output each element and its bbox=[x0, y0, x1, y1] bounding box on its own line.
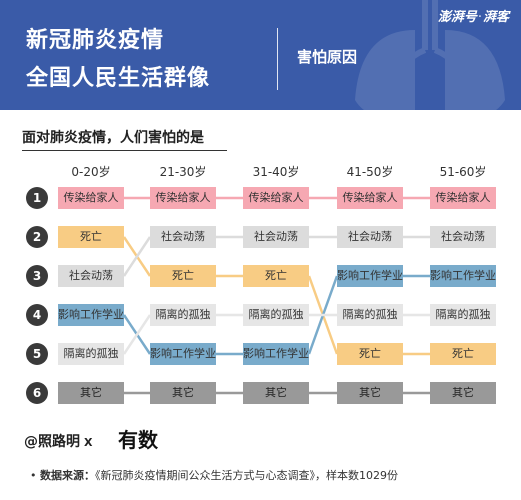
page-title: 新冠肺炎疫情 bbox=[26, 28, 165, 53]
cell-work: 影响工作学业 bbox=[150, 343, 216, 365]
footer-bullet: • bbox=[30, 469, 40, 482]
cell-work: 影响工作学业 bbox=[337, 265, 403, 287]
cell-other: 其它 bbox=[243, 382, 309, 404]
cell-transmit: 传染给家人 bbox=[58, 187, 124, 209]
partner-logo: 有数 bbox=[118, 428, 158, 452]
cell-lonely: 隔离的孤独 bbox=[243, 304, 309, 326]
cell-death: 死亡 bbox=[430, 343, 496, 365]
cell-other: 其它 bbox=[337, 382, 403, 404]
column-header: 41-50岁 bbox=[346, 165, 394, 179]
lung-icon bbox=[355, 0, 505, 110]
column-header: 0-20岁 bbox=[71, 165, 111, 179]
cell-lonely: 隔离的孤独 bbox=[337, 304, 403, 326]
rank-number: 2 bbox=[26, 226, 48, 248]
cell-other: 其它 bbox=[430, 382, 496, 404]
author-credit: @照路明 X bbox=[24, 431, 96, 451]
cell-unrest: 社会动荡 bbox=[58, 265, 124, 287]
cell-lonely: 隔离的孤独 bbox=[58, 343, 124, 365]
page-subtitle: 害怕原因 bbox=[297, 48, 358, 66]
cell-work: 影响工作学业 bbox=[58, 304, 124, 326]
cell-unrest: 社会动荡 bbox=[243, 226, 309, 248]
header-divider bbox=[277, 28, 278, 90]
brand-logo: 澎湃号·湃客 bbox=[438, 6, 509, 25]
cell-lonely: 隔离的孤独 bbox=[150, 304, 216, 326]
credit-x: X bbox=[84, 436, 93, 449]
cell-death: 死亡 bbox=[150, 265, 216, 287]
cell-unrest: 社会动荡 bbox=[430, 226, 496, 248]
cell-work: 影响工作学业 bbox=[430, 265, 496, 287]
column-header: 21-30岁 bbox=[159, 165, 207, 179]
rank-number: 6 bbox=[26, 382, 48, 404]
data-source-text: 《新冠肺炎疫情期间公众生活方式与心态调查》，样本数1029份 bbox=[95, 469, 398, 482]
data-source: • 数据来源：《新冠肺炎疫情期间公众生活方式与心态调查》，样本数1029份 bbox=[30, 467, 398, 483]
cell-lonely: 隔离的孤独 bbox=[430, 304, 496, 326]
cell-transmit: 传染给家人 bbox=[150, 187, 216, 209]
brand-left: 澎湃号 bbox=[437, 10, 477, 25]
chart-question: 面对肺炎疫情，人们害怕的是 bbox=[22, 130, 204, 146]
column-header: 51-60岁 bbox=[439, 165, 487, 179]
author-handle: @照路明 bbox=[24, 434, 80, 450]
brand-right: 湃客 bbox=[482, 10, 509, 25]
cell-work: 影响工作学业 bbox=[243, 343, 309, 365]
cell-other: 其它 bbox=[58, 382, 124, 404]
column-header: 31-40岁 bbox=[252, 165, 300, 179]
link-lonely bbox=[122, 314, 152, 355]
rank-number: 4 bbox=[26, 304, 48, 326]
cell-transmit: 传染给家人 bbox=[243, 187, 309, 209]
cell-death: 死亡 bbox=[337, 343, 403, 365]
cell-death: 死亡 bbox=[243, 265, 309, 287]
header-banner: 新冠肺炎疫情 全国人民生活群像 害怕原因 澎湃号·湃客 bbox=[0, 0, 521, 110]
rank-number: 1 bbox=[26, 187, 48, 209]
page-title-line2: 全国人民生活群像 bbox=[26, 66, 211, 91]
cell-transmit: 传染给家人 bbox=[337, 187, 403, 209]
link-unrest bbox=[122, 236, 152, 277]
rank-number: 3 bbox=[26, 265, 48, 287]
question-underline bbox=[22, 150, 227, 151]
cell-unrest: 社会动荡 bbox=[337, 226, 403, 248]
data-source-label: 数据来源： bbox=[40, 469, 95, 482]
cell-unrest: 社会动荡 bbox=[150, 226, 216, 248]
brand-separator: · bbox=[477, 10, 482, 25]
cell-other: 其它 bbox=[150, 382, 216, 404]
rank-number: 5 bbox=[26, 343, 48, 365]
cell-transmit: 传染给家人 bbox=[430, 187, 496, 209]
cell-death: 死亡 bbox=[58, 226, 124, 248]
